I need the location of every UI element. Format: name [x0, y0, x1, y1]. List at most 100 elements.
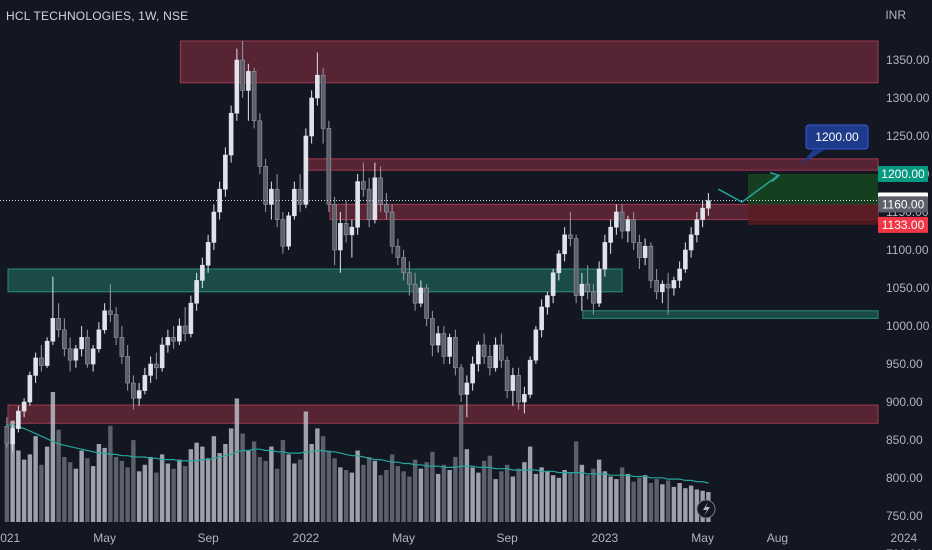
- volume-layer: [4, 392, 711, 522]
- candle-down: [378, 177, 383, 205]
- candle-up: [200, 264, 205, 281]
- candle-up: [136, 390, 142, 399]
- candle-down: [320, 74, 326, 129]
- volume-bar: [430, 451, 435, 522]
- volume-bar: [280, 440, 286, 522]
- volume-bar: [545, 471, 550, 522]
- volume-bar: [85, 458, 90, 522]
- candle-up: [539, 306, 544, 331]
- price-label-text: 1160.00: [882, 197, 925, 211]
- candle-down: [568, 234, 573, 239]
- candle-down: [573, 238, 579, 296]
- volume-bar: [441, 464, 447, 522]
- y-tick-label: 700.00: [886, 547, 923, 550]
- volume-bar: [602, 471, 608, 522]
- candle-down: [430, 318, 435, 346]
- x-tick-label: 2021: [0, 531, 21, 545]
- volume-bar: [677, 483, 682, 522]
- volume-bar: [171, 468, 176, 522]
- candle-down: [389, 211, 395, 247]
- volume-bar: [44, 446, 50, 522]
- volume-bar: [395, 466, 401, 522]
- candle-up: [608, 226, 613, 243]
- candle-down: [591, 291, 596, 304]
- projection-arrow: [718, 174, 779, 204]
- candle-down: [631, 219, 636, 243]
- price-label-text: 1200.00: [881, 167, 925, 181]
- candle-up: [246, 71, 251, 91]
- candle-down: [125, 356, 130, 384]
- candle-up: [579, 283, 585, 296]
- candle-up: [315, 74, 320, 99]
- volume-bar: [476, 472, 481, 522]
- candle-down: [274, 188, 280, 220]
- volume-bar: [614, 479, 619, 522]
- volume-bar: [527, 446, 533, 522]
- volume-bar: [39, 464, 44, 522]
- candle-up: [21, 401, 27, 412]
- candle-up: [660, 283, 665, 293]
- y-tick-label: 1050.00: [886, 281, 930, 295]
- candle-down: [637, 242, 642, 258]
- volume-bar: [320, 436, 326, 522]
- chart-title: HCL TECHNOLOGIES, 1W, NSE: [6, 9, 189, 23]
- volume-bar: [102, 447, 107, 522]
- price-label-box: [878, 166, 928, 182]
- volume-bar: [499, 471, 504, 522]
- candle-down: [280, 219, 286, 247]
- volume-bar: [182, 466, 188, 522]
- volume-bar: [263, 460, 268, 522]
- volume-bar: [688, 485, 694, 522]
- volume-bar: [516, 468, 521, 522]
- candle-down: [251, 71, 257, 122]
- volume-bar: [177, 459, 182, 522]
- volume-bar: [573, 441, 579, 522]
- volume-bar: [366, 457, 372, 522]
- volume-bar: [619, 467, 625, 522]
- candle-down: [665, 283, 671, 289]
- volume-bar: [671, 486, 677, 522]
- candle-up: [706, 200, 711, 209]
- volume-bar: [125, 467, 130, 522]
- volume-bar: [21, 459, 27, 522]
- x-axis: 2021 May Sep 2022 May Sep 2023 May Aug 2024: [0, 531, 918, 545]
- volume-bar: [596, 459, 602, 522]
- volume-bar: [286, 454, 291, 522]
- volume-bar: [412, 459, 418, 522]
- candle-down: [648, 245, 654, 281]
- volume-bar: [355, 450, 360, 522]
- candle-up: [522, 394, 527, 403]
- volume-bar: [591, 468, 596, 522]
- candle-up: [688, 234, 694, 251]
- volume-bar: [90, 466, 96, 522]
- volume-bar: [56, 429, 61, 522]
- y-tick-label: 800.00: [886, 471, 923, 485]
- volume-bar: [223, 444, 228, 522]
- y-tick-label: 1250.00: [886, 129, 930, 143]
- volume-bar: [257, 457, 263, 522]
- candle-up: [533, 329, 539, 361]
- candle-up: [418, 287, 424, 304]
- candle-down: [654, 280, 659, 293]
- volume-bar: [481, 460, 487, 522]
- volume-bar: [665, 480, 671, 522]
- volume-bar: [510, 476, 516, 522]
- candle-down: [516, 375, 521, 403]
- volume-bar: [309, 444, 314, 522]
- candle-up: [73, 348, 79, 361]
- candle-down: [412, 283, 418, 304]
- volume-bar: [194, 442, 199, 522]
- volume-bar: [326, 450, 332, 522]
- candle-up: [677, 268, 682, 281]
- candle-down: [85, 337, 90, 365]
- candle-down: [366, 188, 372, 220]
- volume-bar: [4, 441, 10, 522]
- x-tick-label: 2024: [891, 531, 918, 545]
- volume-bar: [338, 467, 343, 522]
- volume-bar: [142, 464, 148, 522]
- candle-up: [292, 188, 297, 217]
- candle-up: [177, 325, 182, 342]
- volume-bar: [585, 475, 590, 522]
